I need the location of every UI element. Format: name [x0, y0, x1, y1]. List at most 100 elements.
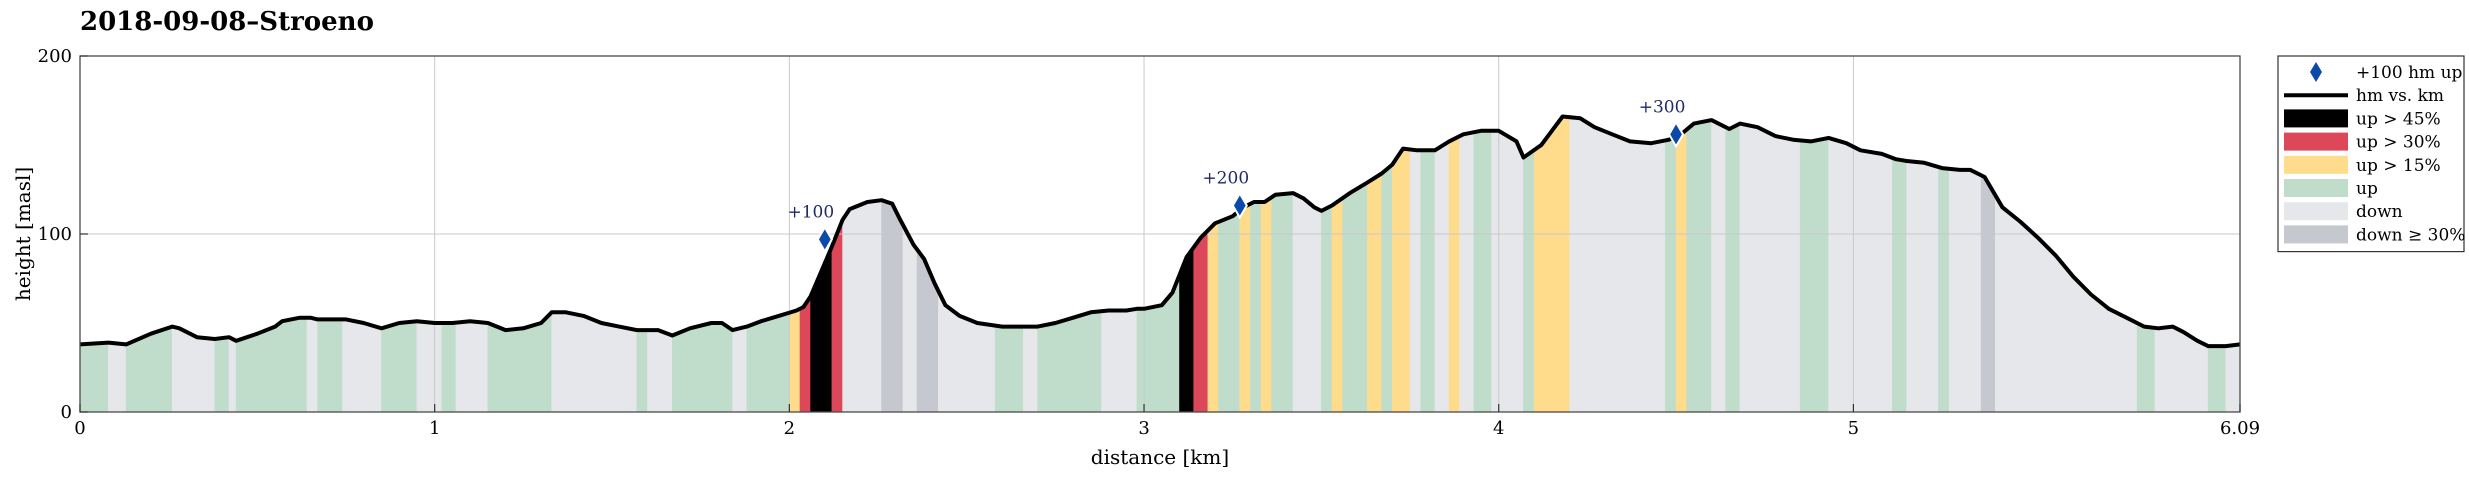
slope-band-up — [746, 312, 790, 413]
legend-swatch-up15 — [2284, 155, 2348, 174]
legend: +100 hm up hm vs. km up > 45% up > 30% up > … — [2277, 55, 2465, 253]
slope-band-up — [2207, 345, 2227, 413]
legend-label: hm vs. km — [2356, 86, 2444, 106]
legend-label: up > 45% — [2356, 109, 2441, 129]
slope-band-up — [1892, 157, 1907, 413]
slope-band-up — [1136, 274, 1180, 413]
slope-band-up15 — [789, 308, 801, 413]
slope-band-up — [636, 329, 648, 413]
slope-band-up15 — [1207, 221, 1219, 413]
slope-band-up — [1799, 137, 1829, 413]
slope-band-down — [938, 290, 996, 413]
legend-swatch-down30 — [2284, 225, 2348, 244]
slope-band-up — [2136, 322, 2156, 413]
slope-band-up — [1938, 166, 1950, 413]
slope-band-up — [672, 322, 733, 413]
x-tick-label: 4 — [1493, 418, 1504, 439]
slope-band-up — [1271, 192, 1294, 413]
slope-band-down — [455, 320, 489, 413]
grid-lines — [80, 56, 2240, 412]
slope-band-down — [306, 317, 318, 413]
x-tick-label: 2 — [784, 418, 795, 439]
legend-swatch-up45 — [2284, 109, 2348, 128]
slope-band-down — [1459, 131, 1475, 413]
slope-band-down — [1711, 119, 1726, 413]
slope-band-down — [902, 224, 918, 413]
slope-band-up — [1381, 163, 1393, 413]
slope-band-up30 — [1193, 229, 1209, 413]
slope-band-down — [1023, 326, 1038, 413]
slope-band-up — [1420, 150, 1436, 413]
x-axis-label: distance [km] — [1091, 445, 1229, 469]
slope-band-down — [1948, 168, 1982, 413]
slope-band-up15 — [1533, 116, 1570, 413]
slope-band-up15 — [1448, 135, 1460, 413]
slope-band-down — [108, 342, 127, 413]
slope-band-down — [228, 336, 237, 413]
slope-band-up15 — [1367, 172, 1382, 413]
slope-band-down — [342, 319, 382, 413]
legend-label: up > 30% — [2356, 133, 2441, 153]
slope-band-up30 — [799, 295, 811, 413]
slope-band-up — [214, 336, 230, 413]
slope-band-down — [1101, 308, 1138, 413]
slope-band-up — [1342, 181, 1368, 413]
slope-band-up30 — [831, 219, 843, 413]
y-tick-label: 200 — [38, 46, 72, 67]
slope-band-up15 — [1675, 128, 1687, 413]
x-tick-label: 0 — [74, 418, 85, 439]
slope-band-down — [647, 329, 673, 413]
legend-label: up — [2356, 179, 2378, 199]
legend-swatch-up30 — [2284, 132, 2348, 151]
slope-band-down — [732, 326, 748, 413]
legend-marker-symbol — [2310, 62, 2322, 82]
slope-band-down — [1739, 123, 1801, 413]
slope-band-down — [1491, 130, 1524, 413]
slope-band-up — [317, 319, 343, 413]
slope-band-down — [842, 199, 882, 413]
slope-band-up15 — [1260, 196, 1272, 413]
elevation-profile-line — [79, 114, 2241, 349]
slope-band-up — [1665, 135, 1677, 413]
hm-marker — [1231, 191, 1248, 220]
slope-band-down30 — [881, 199, 904, 413]
x-tick-label: 1 — [429, 418, 440, 439]
slope-band-up — [235, 317, 308, 413]
legend-swatch-down — [2284, 202, 2348, 221]
x-tick-label: 3 — [1138, 418, 1149, 439]
y-tick-label: 100 — [38, 224, 72, 245]
hm-up-markers: +100 +200 +300 — [787, 97, 1686, 254]
slope-band-up15 — [1239, 203, 1251, 413]
x-tick-label: 6.09 — [2220, 418, 2260, 439]
slope-band-up — [1686, 119, 1712, 413]
slope-band-down30 — [916, 248, 939, 413]
slope-band-up — [994, 325, 1024, 413]
slope-band-up — [1218, 209, 1241, 413]
slope-band-up — [1473, 130, 1492, 413]
slope-band-up — [381, 320, 418, 413]
slope-band-down — [1434, 140, 1450, 413]
hm-marker-label: +200 — [1202, 169, 1249, 189]
slope-band-up — [1321, 205, 1333, 413]
slope-band-up — [1523, 149, 1535, 413]
slope-band-up15 — [1331, 197, 1343, 413]
hm-marker — [1667, 120, 1685, 149]
chart-title: 2018-09-08–Stroeno — [80, 7, 374, 37]
hm-marker — [816, 225, 833, 254]
slope-band-down — [1828, 137, 1893, 413]
legend-swatch-up — [2284, 179, 2348, 197]
slope-band-down — [1409, 149, 1421, 413]
y-tick-label: 0 — [61, 402, 72, 423]
slope-band-up — [79, 342, 109, 413]
slope-band-down — [1569, 116, 1666, 413]
slope-band-down — [1292, 192, 1322, 413]
legend-label: +100 hm up — [2356, 63, 2463, 83]
slope-band-up — [1725, 123, 1741, 413]
slope-band-down — [2225, 344, 2241, 413]
legend-label: down ≥ 30% — [2356, 225, 2465, 245]
hm-marker-label: +300 — [1639, 97, 1686, 117]
slope-band-down — [416, 320, 443, 413]
slope-band-down30 — [1980, 174, 1996, 413]
legend-label: up > 15% — [2356, 156, 2441, 176]
